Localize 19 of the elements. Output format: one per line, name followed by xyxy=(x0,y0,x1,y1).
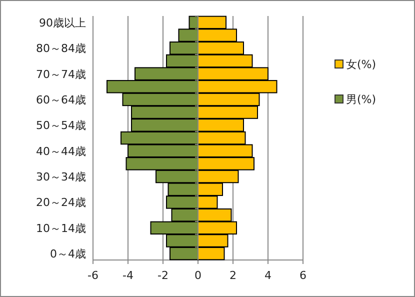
y-tick-label: 40～44歳 xyxy=(36,144,86,158)
x-tick-label: -4 xyxy=(122,269,134,282)
x-tick-label: 0 xyxy=(194,269,202,282)
y-tick-label: 80～84歳 xyxy=(36,42,86,56)
y-tick-label: 20～24歳 xyxy=(36,196,86,210)
x-tick-label: 6 xyxy=(300,269,306,282)
x-tick-label: 2 xyxy=(230,269,236,282)
y-tick-label: 0～4歳 xyxy=(50,248,86,261)
x-tick-label: -6 xyxy=(88,269,98,282)
y-tick-label: 10～14歳 xyxy=(36,222,86,235)
x-tick-label: -2 xyxy=(158,269,168,282)
legend-label: 女(%) xyxy=(346,58,376,71)
x-tick-label: 4 xyxy=(264,269,272,282)
legend-label: 男(%) xyxy=(346,93,376,106)
y-tick-label: 50～54歳 xyxy=(36,119,86,132)
y-tick-label: 60～64歳 xyxy=(36,93,86,106)
y-tick-label: 90歳以上 xyxy=(39,16,86,30)
y-tick-label: 30～34歳 xyxy=(36,170,86,184)
y-tick-label: 70～74歳 xyxy=(36,68,86,81)
